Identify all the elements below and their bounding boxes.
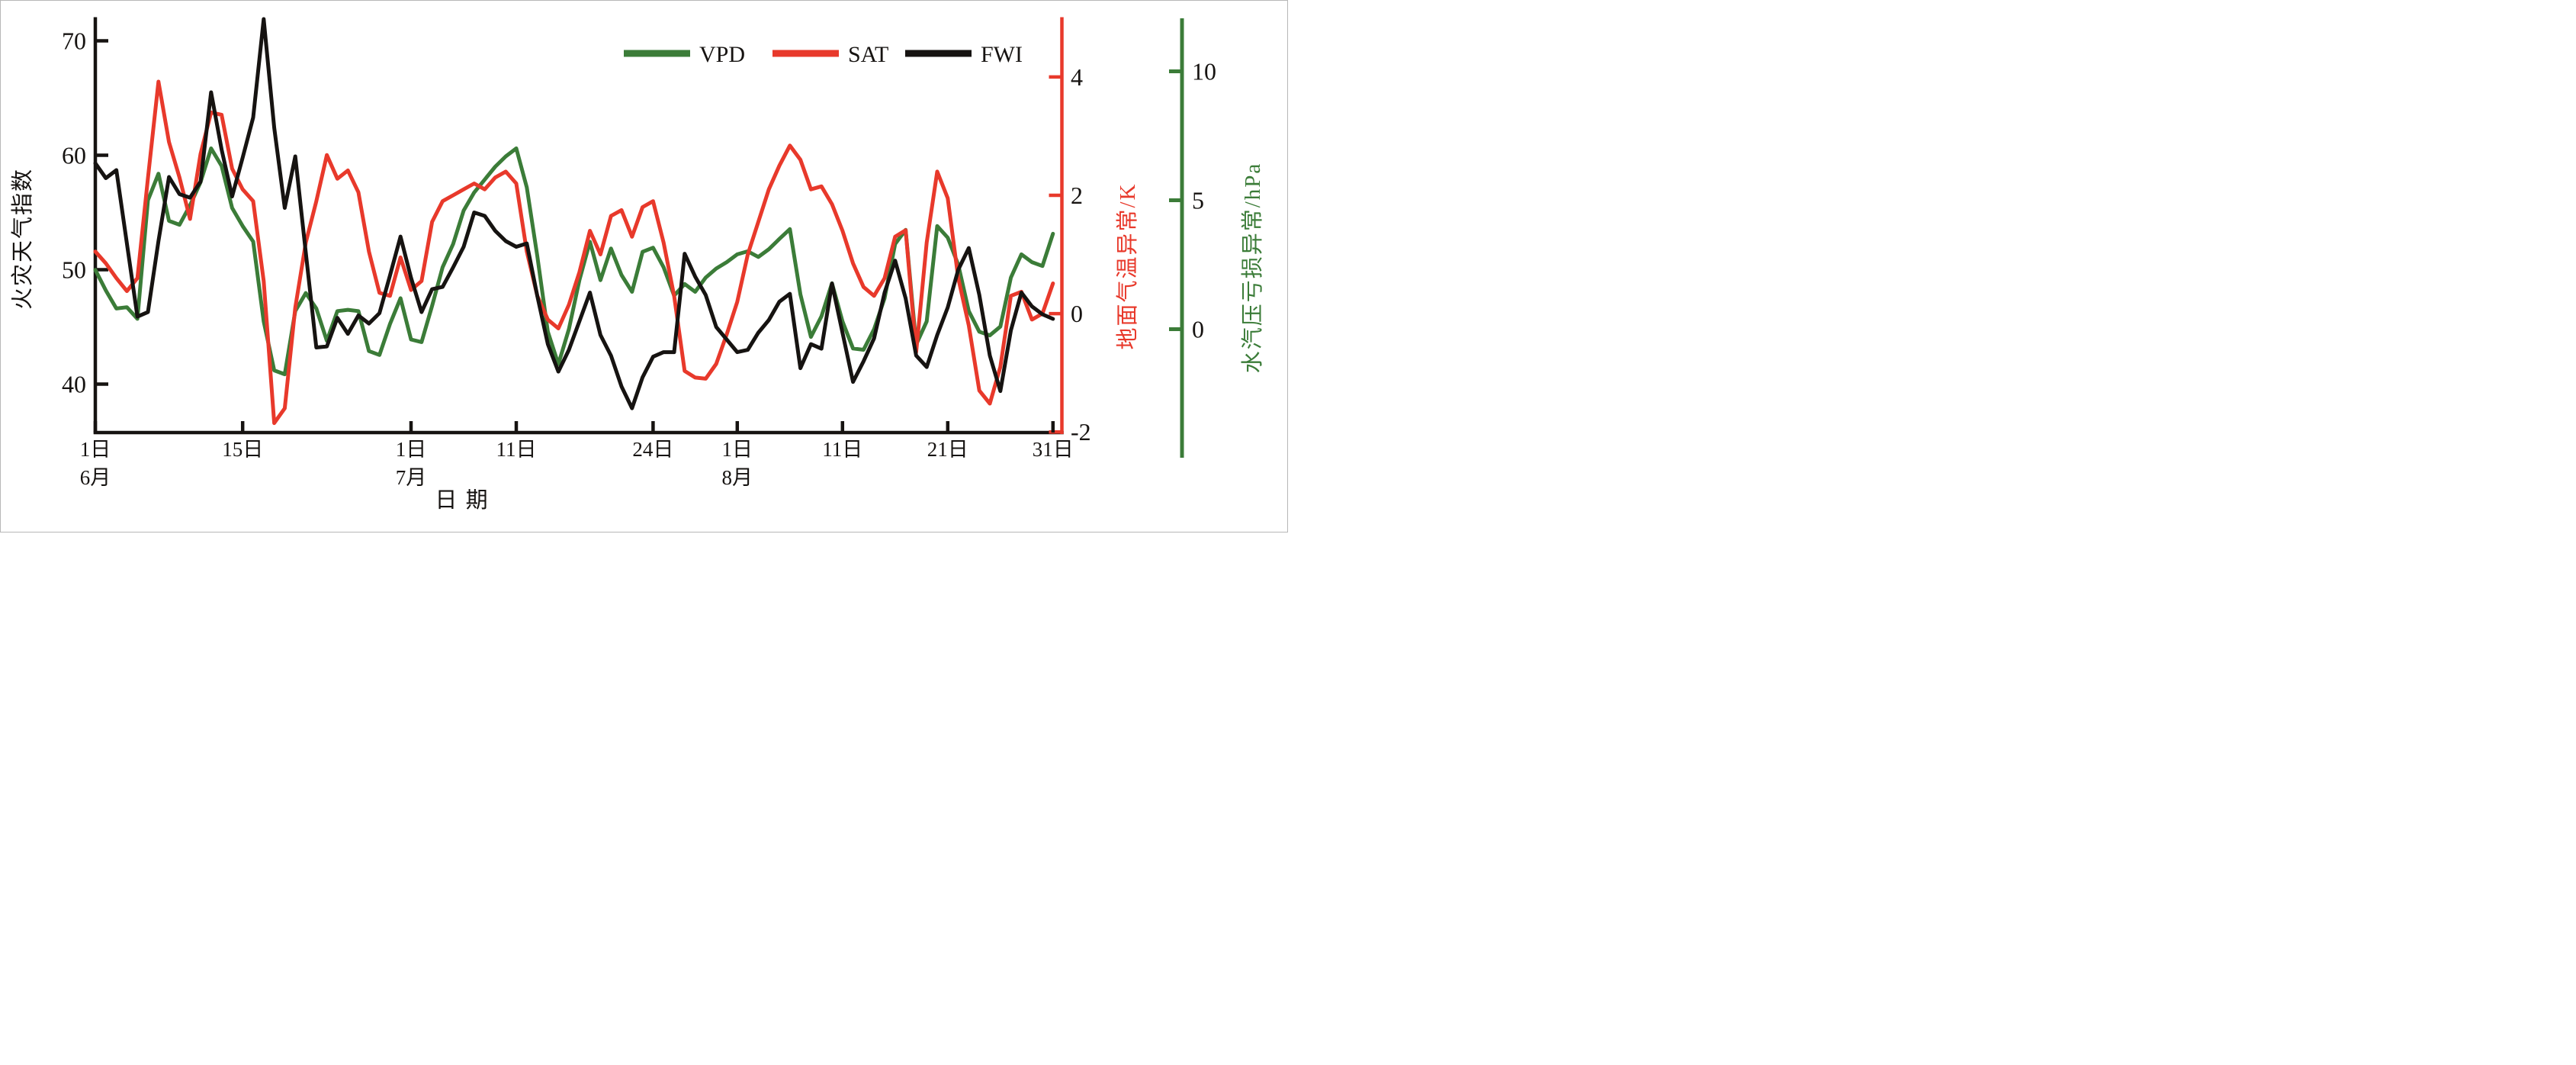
- x-axis-day-label: 11日: [822, 438, 862, 461]
- left-axis-tick-label: 40: [62, 371, 86, 398]
- series-line-vpd: [93, 146, 1055, 377]
- tick-marks: [93, 39, 1182, 434]
- data-series: [93, 17, 1055, 426]
- x-axis-day-label: 1日: [396, 438, 427, 461]
- sat-axis-tick-label: 2: [1071, 182, 1083, 209]
- left-axis-tick-label: 50: [62, 256, 86, 284]
- left-axis-title: 火灾天气指数: [10, 168, 35, 310]
- x-axis-day-label: 21日: [927, 438, 968, 461]
- vpd-axis-title: 水汽压亏损异常/hPa: [1240, 162, 1265, 374]
- axes: [93, 17, 1184, 458]
- series-line-fwi: [93, 17, 1055, 410]
- x-axis-day-label: 1日: [722, 438, 753, 461]
- left-axis-tick-label: 70: [62, 27, 86, 55]
- x-axis-day-label: 15日: [222, 438, 263, 461]
- vpd-axis-tick-label: 5: [1192, 186, 1204, 214]
- x-axis-day-label: 31日: [1033, 438, 1074, 461]
- legend-vpd-label: VPD: [699, 42, 745, 67]
- legend-sat-label: SAT: [848, 42, 888, 67]
- x-axis-day-label: 1日: [80, 438, 111, 461]
- axis-titles: 火灾天气指数 地面气温异常/K 水汽压亏损异常/hPa 日 期: [10, 162, 1265, 513]
- legend-fwi-label: FWI: [981, 42, 1023, 67]
- vpd-axis-tick-label: 0: [1192, 315, 1204, 343]
- x-axis-title: 日 期: [435, 488, 489, 513]
- x-axis-day-label: 24日: [632, 438, 673, 461]
- sat-axis-tick-label: 4: [1071, 63, 1083, 91]
- legend: VPD SAT FWI: [624, 42, 1023, 67]
- vpd-axis-tick-label: 10: [1192, 57, 1216, 85]
- x-axis-month-label: 7月: [396, 466, 427, 489]
- sat-axis-title: 地面气温异常/K: [1115, 182, 1140, 349]
- x-axis-day-label: 11日: [496, 438, 537, 461]
- sat-axis-tick-label: -2: [1071, 418, 1091, 446]
- figure: 70 60 50 40 4 2 0 -2 10 5 0 1日 6月 15日 1日 7月 11日 24日 1日 8月 11…: [0, 0, 1288, 532]
- x-axis-month-label: 8月: [722, 466, 753, 489]
- left-axis-tick-label: 60: [62, 142, 86, 169]
- series-line-sat: [93, 79, 1055, 426]
- x-axis-month-label: 6月: [80, 466, 111, 489]
- sat-axis-tick-label: 0: [1071, 300, 1083, 327]
